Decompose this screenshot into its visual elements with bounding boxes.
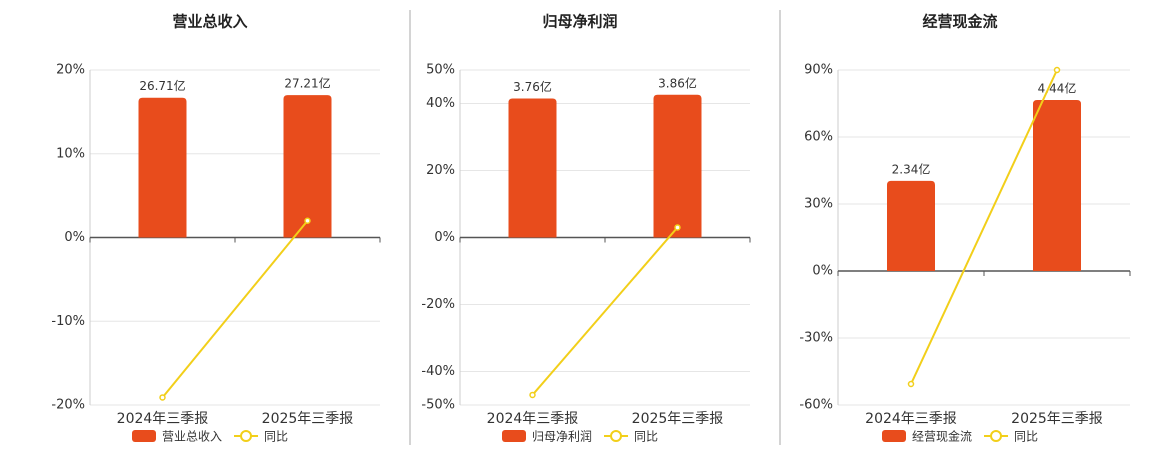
y-tick-label: 60% [804,130,833,145]
legend-label: 同比 [634,430,658,444]
line-point [907,380,915,388]
bar [508,98,557,238]
y-tick-label: 40% [426,96,455,111]
value-label: 27.21亿 [284,76,330,91]
y-tick-label: -10% [51,314,85,329]
line-point [529,391,536,399]
legend-label: 归母净利润 [532,430,592,444]
y-tick-label: -20% [51,398,85,413]
value-label: 2.34亿 [892,161,931,176]
y-tick-label: 0% [812,264,833,279]
chart-title: 营业总收入 [172,13,247,31]
chart-title: 经营现金流 [922,13,997,31]
x-tick-label: 2025年三季报 [632,411,724,427]
bar [283,95,332,238]
legend-marker [610,430,623,442]
chart-title: 归母净利润 [542,13,617,31]
y-tick-label: 90% [804,63,833,78]
bar [1033,100,1081,271]
y-tick-label: 0% [434,230,455,245]
value-label: 3.76亿 [513,79,552,94]
line-point [159,394,166,401]
x-tick-label: 2024年三季报 [487,411,579,427]
bar [653,94,702,238]
y-tick-label: 30% [804,197,833,212]
legend-swatch [502,430,526,442]
line [531,226,679,396]
y-tick-label: -20% [421,297,455,312]
legend-swatch [132,430,156,442]
legend-marker [990,430,1003,442]
y-tick-label: -50% [421,398,455,413]
x-tick-label: 2025年三季报 [262,411,354,427]
y-tick-label: 10% [56,146,85,161]
legend-label: 经营现金流 [912,429,972,444]
line [161,220,309,399]
legend-label: 同比 [1014,430,1038,444]
y-tick-label: 20% [426,163,455,178]
x-tick-label: 2024年三季报 [865,411,957,427]
line-point [304,217,311,224]
bar [138,97,187,238]
line-point [1053,66,1061,74]
line [910,69,1058,385]
legend-swatch [882,430,906,442]
y-tick-label: -60% [799,398,833,413]
x-tick-label: 2024年三季报 [117,411,209,427]
line-point [674,224,681,231]
y-tick-label: 50% [426,63,455,78]
value-label: 3.86亿 [658,75,697,90]
legend-label: 同比 [264,430,288,444]
y-tick-label: 20% [56,63,85,78]
legend-label: 营业总收入 [162,430,222,444]
value-label: 4.44亿 [1038,81,1077,96]
bar [887,180,935,271]
value-label: 26.71亿 [139,78,185,93]
y-tick-label: -30% [799,331,833,346]
y-tick-label: 0% [64,230,85,245]
x-tick-label: 2025年三季报 [1011,411,1103,427]
y-tick-label: -40% [421,364,455,379]
legend-marker [240,430,253,442]
